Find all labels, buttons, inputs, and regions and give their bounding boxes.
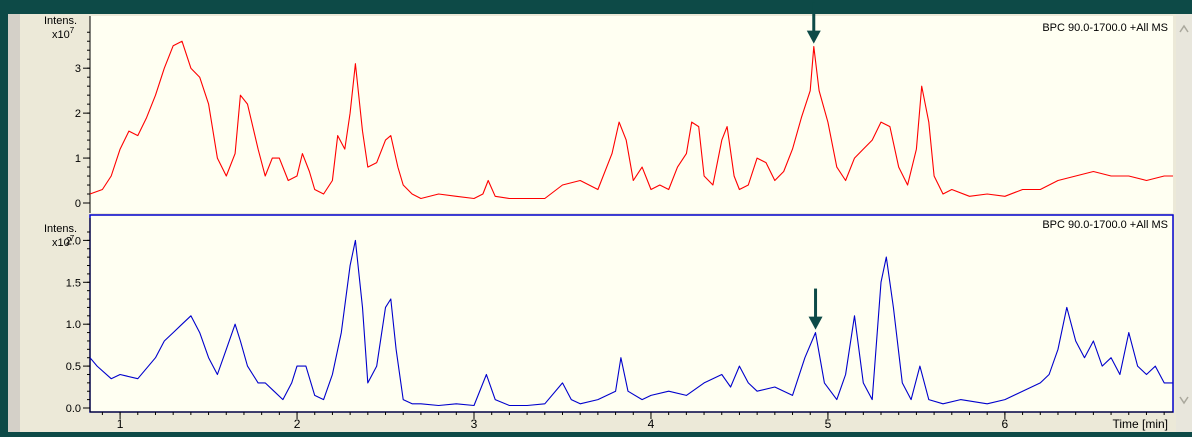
vertical-scrollbar[interactable]: [1176, 14, 1192, 432]
top-y-exp: x107: [52, 26, 75, 41]
x-tick-label: 6: [1002, 417, 1009, 431]
x-tick-label: 2: [294, 417, 301, 431]
bottom-y-tick-label: 0.0: [66, 403, 81, 415]
bottom-y-exp: x107: [52, 234, 75, 249]
scroll-down-arrow-icon[interactable]: [1179, 396, 1189, 405]
top-y-tick-label: 1: [75, 153, 81, 165]
bottom-y-tick-label: 1.0: [66, 319, 81, 331]
top-y-tick-label: 3: [75, 63, 81, 75]
x-tick-label: 5: [825, 417, 832, 431]
x-tick-label: 1: [117, 417, 124, 431]
bottom-plot-area: [89, 214, 1174, 413]
chart-marks: 0 1 2 3 0.0 0.5 1.0 1.5 2.0 1 2 3 4 5 6: [66, 2, 1173, 431]
bottom-marker-arrow-head-icon: [808, 316, 823, 330]
top-marker-arrow-head-icon: [806, 30, 821, 44]
bottom-y-tick-label: 2.0: [66, 235, 81, 247]
left-gutter: [8, 14, 20, 432]
top-legend: BPC 90.0-1700.0 +All MS: [1042, 22, 1168, 34]
bottom-y-tick-label: 0.5: [66, 361, 81, 373]
bottom-y-label: Intens.: [44, 223, 77, 235]
top-y-tick-label: 0: [75, 198, 81, 210]
top-trace-line: [89, 40, 1173, 200]
top-y-tick-label: 2: [75, 108, 81, 120]
x-axis-label: Time [min]: [1112, 417, 1168, 431]
bottom-legend: BPC 90.0-1700.0 +All MS: [1042, 219, 1168, 231]
top-plot-area: [90, 16, 1173, 213]
top-y-label: Intens.: [44, 15, 77, 27]
scroll-up-arrow-icon[interactable]: [1179, 24, 1189, 33]
bottom-y-tick-label: 1.5: [66, 277, 81, 289]
x-tick-label: 4: [648, 417, 655, 431]
x-tick-label: 3: [471, 417, 478, 431]
bottom-trace-line: [89, 239, 1173, 407]
